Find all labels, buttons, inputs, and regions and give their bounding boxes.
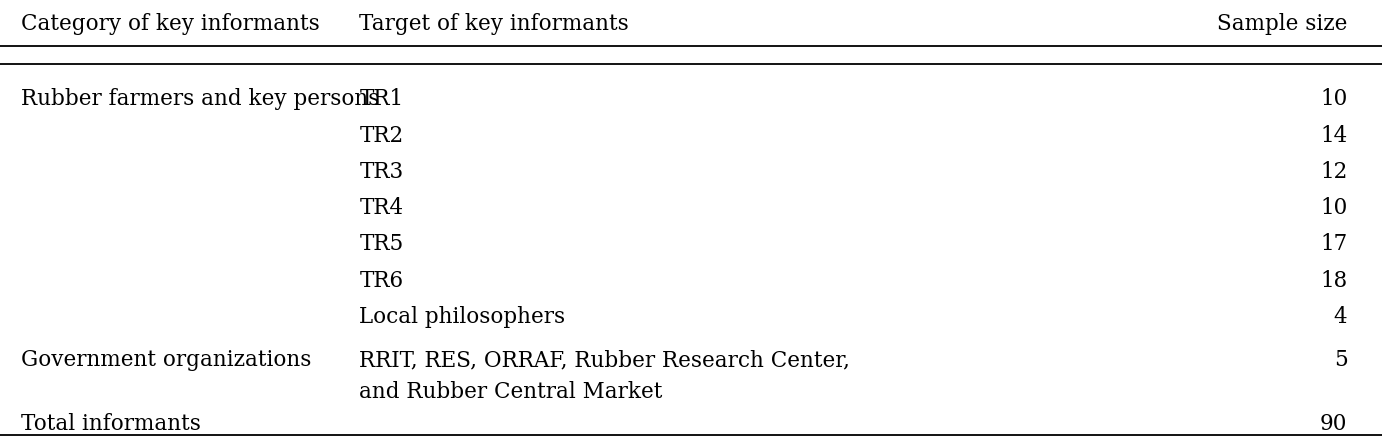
Text: Sample size: Sample size <box>1218 13 1347 35</box>
Text: RRIT, RES, ORRAF, Rubber Research Center,
and Rubber Central Market: RRIT, RES, ORRAF, Rubber Research Center… <box>359 349 850 403</box>
Text: TR2: TR2 <box>359 125 404 147</box>
Text: Target of key informants: Target of key informants <box>359 13 629 35</box>
Text: 90: 90 <box>1320 413 1347 435</box>
Text: 17: 17 <box>1320 233 1347 255</box>
Text: TR6: TR6 <box>359 270 404 292</box>
Text: Category of key informants: Category of key informants <box>21 13 319 35</box>
Text: Rubber farmers and key persons: Rubber farmers and key persons <box>21 88 379 110</box>
Text: TR3: TR3 <box>359 161 404 183</box>
Text: Local philosophers: Local philosophers <box>359 306 565 328</box>
Text: TR5: TR5 <box>359 233 404 255</box>
Text: 18: 18 <box>1320 270 1347 292</box>
Text: 14: 14 <box>1320 125 1347 147</box>
Text: 12: 12 <box>1320 161 1347 183</box>
Text: 10: 10 <box>1320 197 1347 219</box>
Text: 4: 4 <box>1334 306 1347 328</box>
Text: TR1: TR1 <box>359 88 404 110</box>
Text: 10: 10 <box>1320 88 1347 110</box>
Text: TR4: TR4 <box>359 197 404 219</box>
Text: Total informants: Total informants <box>21 413 200 435</box>
Text: 5: 5 <box>1334 349 1347 371</box>
Text: Government organizations: Government organizations <box>21 349 311 371</box>
